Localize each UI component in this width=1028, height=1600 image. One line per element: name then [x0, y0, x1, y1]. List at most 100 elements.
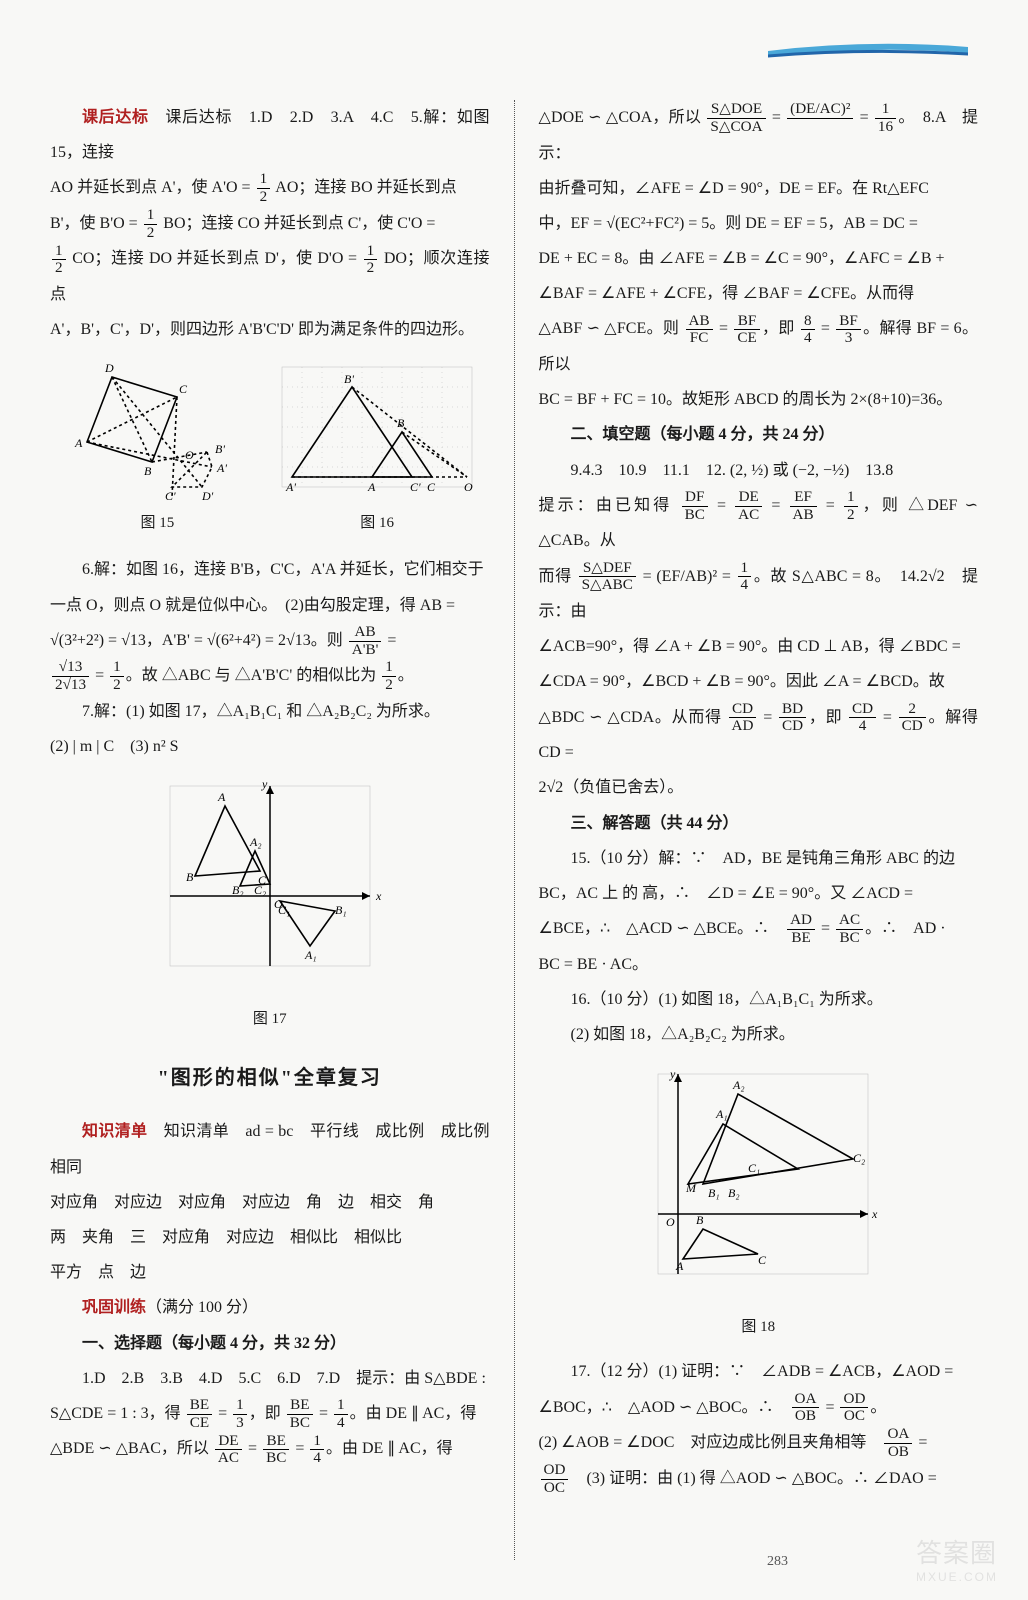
- svg-text:B': B': [344, 372, 354, 386]
- figure-row-15-16: D A C B O B' A' D' C' 图 15: [50, 357, 490, 550]
- svg-text:A: A: [74, 436, 83, 450]
- svg-text:B: B: [144, 464, 152, 478]
- watermark-url: MXUE.COM: [916, 1570, 998, 1584]
- text: 16.（10 分）(1) 如图 18，△A₁B₁C₁ 为所求。: [539, 982, 979, 1017]
- text: ∠CDA = 90°，∠BCD + ∠B = 90°。因此 ∠A = ∠BCD。…: [539, 664, 979, 699]
- svg-text:B₂: B₂: [232, 883, 244, 897]
- text: 而得 S△DEFS△ABC = (EF/AB)² = 14。故 S△ABC = …: [539, 559, 979, 630]
- svg-text:A₁: A₁: [304, 948, 317, 962]
- text: AO 并延长到点 A'，使 A'O = 12 AO；连接 BO 并延长到点: [50, 170, 490, 206]
- svg-text:B: B: [696, 1213, 704, 1227]
- text: 17.（12 分）(1) 证明：∵ ∠ADB = ∠ACB，∠AOD =: [539, 1354, 979, 1389]
- page-number: 283: [767, 1554, 788, 1570]
- svg-text:C: C: [179, 382, 188, 396]
- text: 6.解：如图 16，连接 B'B，C'C，A'A 并延长，它们相交于: [50, 552, 490, 587]
- text: √(3²+2²) = √13，A'B' = √(6²+4²) = 2√13。则 …: [50, 623, 490, 659]
- text: 中，EF = √(EC²+FC²) = 5。则 DE = EF = 5，AB =…: [539, 206, 979, 241]
- content-columns: 课后达标 课后达标 1.D 2.D 3.A 4.C 5.解：如图 15，连接 A…: [50, 100, 978, 1560]
- text: 由折叠可知，∠AFE = ∠D = 90°，DE = EF。在 Rt△EFC: [539, 171, 979, 206]
- text: BC，AC 上 的 高，∴ ∠D = ∠E = 90°。又 ∠ACD =: [539, 876, 979, 911]
- text: (2) | m | C (3) n² S: [50, 729, 490, 764]
- svg-text:D: D: [104, 361, 114, 375]
- text: 9.4.3 10.9 11.1 12. (2, ½) 或 (−2, −½) 13…: [539, 453, 979, 488]
- svg-text:C': C': [165, 489, 176, 503]
- section-2-heading: 二、填空题（每小题 4 分，共 24 分）: [539, 417, 979, 452]
- text: △ABF ∽ △FCE。则 ABFC = BFCE，即 84 = BF3。解得 …: [539, 311, 979, 382]
- right-column: △DOE ∽ △COA，所以 S△DOES△COA = (DE/AC)² = 1…: [539, 100, 979, 1560]
- svg-text:A: A: [675, 1259, 684, 1273]
- text: 一点 O，则点 O 就是位似中心。 (2)由勾股定理，得 AB =: [50, 588, 490, 623]
- svg-text:B': B': [215, 442, 225, 456]
- text: ∠BOC，∴ △AOD ∽ △BOC。∴ OAOB = ODOC。: [539, 1390, 979, 1426]
- svg-text:x: x: [871, 1207, 878, 1221]
- svg-text:y: y: [669, 1067, 676, 1081]
- header-decoration: [768, 40, 968, 58]
- svg-text:C: C: [427, 480, 436, 494]
- svg-text:B₂: B₂: [728, 1186, 740, 1200]
- text: 两 夹角 三 对应角 对应边 相似比 相似比: [50, 1220, 490, 1255]
- section-label: 课后达标: [82, 109, 149, 126]
- text: 2√2（负值已舍去）。: [539, 770, 979, 805]
- figure-16: A' B' C' A B C O 图 16: [272, 357, 482, 550]
- text: 15.（10 分）解：∵ AD，BE 是钝角三角形 ABC 的边: [539, 841, 979, 876]
- section-1-heading: 一、选择题（每小题 4 分，共 32 分）: [50, 1326, 490, 1361]
- svg-text:O: O: [666, 1215, 675, 1229]
- svg-text:A: A: [367, 480, 376, 494]
- svg-text:B₁: B₁: [708, 1186, 720, 1200]
- text: ∠BAF = ∠AFE + ∠CFE，得 ∠BAF = ∠CFE。从而得: [539, 276, 979, 311]
- watermark: 答案圈 MXUE.COM: [916, 1533, 998, 1584]
- figure-18-label: 图 18: [539, 1311, 979, 1344]
- svg-text:C: C: [758, 1253, 767, 1267]
- svg-text:C₂: C₂: [853, 1151, 865, 1165]
- figure-15-label: 图 15: [57, 507, 257, 540]
- figure-18: x y O A B C M A₁ B₁ C₁ A₂ B₂ C₂: [539, 1064, 979, 1307]
- svg-text:D': D': [201, 489, 214, 503]
- svg-text:O: O: [185, 448, 194, 462]
- figure-17: xy O ABC A₂B₂C₂ A₁B₁C₁: [50, 776, 490, 999]
- section-3-heading: 三、解答题（共 44 分）: [539, 806, 979, 841]
- text: 7.解：(1) 如图 17，△A₁B₁C₁ 和 △A₂B₂C₂ 为所求。: [50, 694, 490, 729]
- chapter-review-title: "图形的相似"全章复习: [50, 1056, 490, 1100]
- text: ∠ACB=90°，得 ∠A + ∠B = 90°。由 CD ⊥ AB，得 ∠BD…: [539, 629, 979, 664]
- svg-text:B₁: B₁: [335, 903, 347, 917]
- text: △BDC ∽ △CDA。从而得 CDAD = BDCD，即 CD4 = 2CD。…: [539, 700, 979, 771]
- text: ∠BCE，∴ △ACD ∽ △BCE。∴ ADBE = ACBC。∴ AD ·: [539, 911, 979, 947]
- svg-text:C₂: C₂: [254, 883, 266, 897]
- svg-text:A': A': [216, 461, 227, 475]
- text: DE + EC = 8。由 ∠AFE = ∠B = ∠C = 90°，∠AFC …: [539, 241, 979, 276]
- left-column: 课后达标 课后达标 1.D 2.D 3.A 4.C 5.解：如图 15，连接 A…: [50, 100, 490, 1560]
- svg-text:A: A: [217, 790, 226, 804]
- svg-text:x: x: [375, 889, 382, 903]
- svg-text:M: M: [685, 1181, 697, 1195]
- svg-text:A₁: A₁: [715, 1107, 728, 1121]
- figure-15: D A C B O B' A' D' C' 图 15: [57, 357, 257, 550]
- text: (2) 如图 18，△A₂B₂C₂ 为所求。: [539, 1017, 979, 1052]
- text: (2) ∠AOB = ∠DOC 对应边成比例且夹角相等 OAOB =: [539, 1425, 979, 1461]
- text: S△CDE = 1 : 3，得 BECE = 13，即 BEBC = 14。由 …: [50, 1396, 490, 1432]
- text: BC = BE · AC。: [539, 947, 979, 982]
- svg-text:B: B: [397, 416, 405, 430]
- column-divider: [514, 100, 515, 1560]
- svg-text:C₁: C₁: [748, 1161, 760, 1175]
- svg-text:B: B: [186, 870, 194, 884]
- text: （满分 100 分）: [146, 1299, 258, 1316]
- svg-text:C₁: C₁: [278, 903, 290, 917]
- text: △BDE ∽ △BAC，所以 DEAC = BEBC = 14。由 DE ∥ A…: [50, 1431, 490, 1467]
- text: 12 CO；连接 DO 并延长到点 D'，使 D'O = 12 DO；顺次连接点: [50, 241, 490, 312]
- practice-label: 巩固训练: [82, 1299, 146, 1316]
- text: 平方 点 边: [50, 1255, 490, 1290]
- text: A'，B'，C'，D'，则四边形 A'B'C'D' 即为满足条件的四边形。: [50, 312, 490, 347]
- svg-text:A₂: A₂: [249, 835, 262, 849]
- svg-text:C': C': [410, 480, 421, 494]
- watermark-text: 答案圈: [916, 1538, 997, 1568]
- svg-text:y: y: [261, 777, 268, 791]
- svg-text:O: O: [464, 480, 473, 494]
- text: B'，使 B'O = 12 BO；连接 CO 并延长到点 C'，使 C'O =: [50, 206, 490, 242]
- text: 提示：由已知得 DFBC = DEAC = EFAB = 12，则 △DEF ∽…: [539, 488, 979, 559]
- svg-text:A₂: A₂: [732, 1078, 745, 1092]
- figure-16-label: 图 16: [272, 507, 482, 540]
- text: BC = BF + FC = 10。故矩形 ABCD 的周长为 2×(8+10)…: [539, 382, 979, 417]
- text: ODOC (3) 证明：由 (1) 得 △AOD ∽ △BOC。∴ ∠DAO =: [539, 1461, 979, 1497]
- svg-text:A': A': [285, 480, 296, 494]
- text: △DOE ∽ △COA，所以 S△DOES△COA = (DE/AC)² = 1…: [539, 100, 979, 171]
